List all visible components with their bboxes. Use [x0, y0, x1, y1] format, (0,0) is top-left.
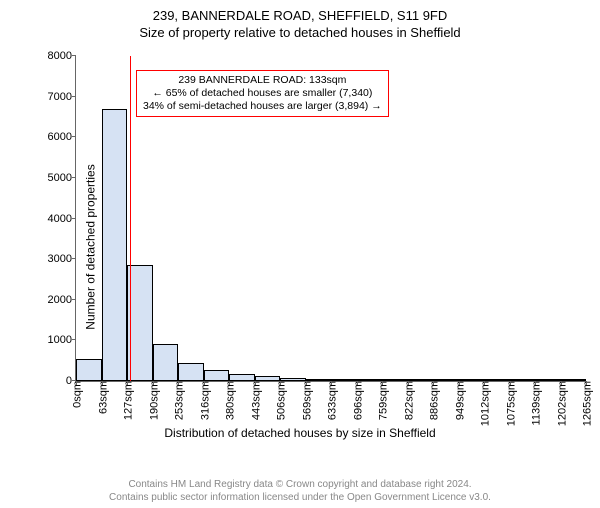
x-tick-label: 1075sqm [502, 381, 517, 426]
annotation-line-3: 34% of semi-detached houses are larger (… [143, 100, 382, 113]
x-tick-label: 443sqm [247, 381, 262, 420]
x-tick-label: 886sqm [426, 381, 441, 420]
x-tick-mark [127, 381, 128, 385]
x-tick-mark [535, 381, 536, 385]
x-tick-mark [357, 381, 358, 385]
y-tick-label: 1000 [48, 334, 76, 346]
y-tick-mark [72, 136, 76, 137]
footer-line-2: Contains public sector information licen… [0, 491, 600, 504]
histogram-bar [102, 109, 128, 381]
x-tick-label: 127sqm [120, 381, 135, 420]
x-tick-mark [510, 381, 511, 385]
histogram-bar [178, 363, 204, 381]
histogram-bar [510, 379, 536, 381]
x-tick-label: 1202sqm [553, 381, 568, 426]
histogram-bar [280, 378, 306, 381]
x-tick-mark [280, 381, 281, 385]
x-tick-mark [561, 381, 562, 385]
chart-title-sub: Size of property relative to detached ho… [0, 25, 600, 40]
x-tick-mark [255, 381, 256, 385]
x-tick-label: 506sqm [273, 381, 288, 420]
histogram-bar [331, 379, 357, 381]
x-tick-mark [586, 381, 587, 385]
x-tick-label: 822sqm [400, 381, 415, 420]
y-tick-mark [72, 55, 76, 56]
chart-container: Number of detached properties 239 BANNER… [10, 52, 590, 442]
histogram-bar [535, 379, 561, 381]
x-tick-label: 1265sqm [579, 381, 594, 426]
x-tick-label: 0sqm [69, 381, 84, 408]
y-tick-mark [72, 299, 76, 300]
x-tick-mark [382, 381, 383, 385]
x-tick-label: 949sqm [451, 381, 466, 420]
histogram-bar [459, 379, 485, 381]
x-tick-mark [153, 381, 154, 385]
x-tick-mark [433, 381, 434, 385]
histogram-bar [433, 379, 459, 381]
x-tick-mark [204, 381, 205, 385]
reference-line [130, 56, 131, 381]
footer-attribution: Contains HM Land Registry data © Crown c… [0, 478, 600, 504]
x-tick-label: 253sqm [171, 381, 186, 420]
x-tick-label: 316sqm [196, 381, 211, 420]
footer-line-1: Contains HM Land Registry data © Crown c… [0, 478, 600, 491]
x-tick-mark [102, 381, 103, 385]
y-tick-label: 3000 [48, 253, 76, 265]
histogram-bar [204, 370, 230, 381]
annotation-box: 239 BANNERDALE ROAD: 133sqm ← 65% of det… [136, 70, 389, 117]
x-axis-label: Distribution of detached houses by size … [10, 426, 590, 440]
histogram-bar [127, 265, 153, 381]
x-tick-mark [306, 381, 307, 385]
histogram-bar [561, 379, 587, 381]
plot-area: 239 BANNERDALE ROAD: 133sqm ← 65% of det… [75, 56, 586, 382]
histogram-bar [382, 379, 408, 381]
x-tick-mark [229, 381, 230, 385]
x-tick-mark [408, 381, 409, 385]
x-tick-mark [459, 381, 460, 385]
x-tick-label: 63sqm [94, 381, 109, 414]
x-tick-mark [76, 381, 77, 385]
x-tick-label: 1012sqm [477, 381, 492, 426]
y-tick-label: 4000 [48, 213, 76, 225]
histogram-bar [306, 379, 332, 381]
histogram-bar [408, 379, 434, 381]
annotation-line-1: 239 BANNERDALE ROAD: 133sqm [143, 74, 382, 87]
histogram-bar [484, 379, 510, 381]
x-tick-label: 759sqm [375, 381, 390, 420]
y-tick-label: 6000 [48, 131, 76, 143]
histogram-bar [255, 376, 281, 381]
x-tick-label: 190sqm [145, 381, 160, 420]
x-tick-label: 380sqm [222, 381, 237, 420]
y-tick-label: 5000 [48, 172, 76, 184]
x-tick-mark [331, 381, 332, 385]
histogram-bar [229, 374, 255, 381]
x-tick-label: 1139sqm [528, 381, 543, 425]
x-tick-label: 633sqm [324, 381, 339, 420]
histogram-bar [76, 359, 102, 381]
chart-title-main: 239, BANNERDALE ROAD, SHEFFIELD, S11 9FD [0, 8, 600, 23]
y-tick-mark [72, 258, 76, 259]
x-tick-label: 569sqm [298, 381, 313, 420]
y-tick-label: 8000 [48, 50, 76, 62]
y-tick-label: 7000 [48, 91, 76, 103]
y-tick-mark [72, 177, 76, 178]
histogram-bar [153, 344, 179, 381]
histogram-bar [357, 379, 383, 381]
annotation-line-2: ← 65% of detached houses are smaller (7,… [143, 87, 382, 100]
y-tick-mark [72, 339, 76, 340]
x-tick-label: 696sqm [349, 381, 364, 420]
x-tick-mark [178, 381, 179, 385]
y-tick-mark [72, 96, 76, 97]
y-tick-label: 2000 [48, 294, 76, 306]
y-tick-mark [72, 218, 76, 219]
x-tick-mark [484, 381, 485, 385]
